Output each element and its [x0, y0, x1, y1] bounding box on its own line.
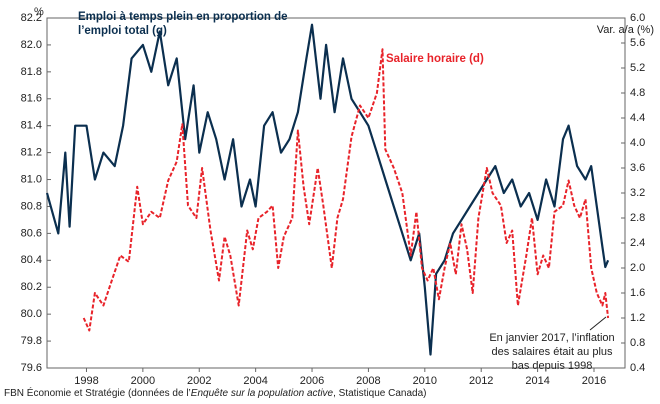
x-tick-label: 2016: [582, 375, 606, 387]
y2-tick-label: 4.0: [630, 137, 645, 149]
x-tick-label: 2000: [131, 375, 155, 387]
y2-tick-label: 0.8: [630, 337, 645, 349]
annotation-line: En janvier 2017, l’inflation: [489, 332, 614, 344]
y2-tick-label: 0.4: [630, 362, 645, 374]
y2-tick-label: 5.2: [630, 62, 645, 74]
y2-tick-label: 5.6: [630, 37, 645, 49]
annotation: En janvier 2017, l’inflation des salaire…: [489, 316, 615, 372]
series-line: [45, 23, 610, 356]
y2-tick-label: 2.0: [630, 262, 645, 274]
annotation-line: bas depuis 1998: [512, 360, 593, 372]
x-tick-label: 2008: [356, 375, 380, 387]
y-tick-label: 79.8: [21, 335, 42, 347]
source: FBN Économie et Stratégie (données de l’…: [4, 388, 427, 399]
y2-axis-label: Var. a/a (%): [597, 24, 654, 36]
y-tick-label: 80.6: [21, 227, 42, 239]
y2-tick-label: 4.4: [630, 112, 645, 124]
x-tick-label: 1998: [74, 375, 98, 387]
y-axis-label: %: [34, 6, 44, 18]
x-tick-label: 2002: [187, 375, 211, 387]
y-tick-label: 81.2: [21, 147, 42, 159]
y2-tick-label: 4.8: [630, 87, 645, 99]
x-tick-label: 2006: [300, 375, 324, 387]
y2-tick-label: 1.6: [630, 287, 645, 299]
y-tick-label: 79.6: [21, 362, 42, 374]
x-tick-label: 2014: [525, 375, 549, 387]
source-text: Enquête sur la population active: [190, 388, 334, 399]
annotation-line: des salaires était au plus: [491, 346, 613, 358]
series-line: [82, 48, 610, 332]
y-tick-label: 81.4: [21, 120, 42, 132]
source-text: , Statistique Canada): [333, 388, 427, 399]
plot-frame: [46, 17, 626, 369]
y2-tick-label: 1.2: [630, 312, 645, 324]
y-tick-label: 80.4: [21, 254, 42, 266]
y-tick-label: 80.8: [21, 200, 42, 212]
y-tick-label: 82.0: [21, 39, 42, 51]
y2-tick-label: 2.4: [630, 237, 645, 249]
y-tick-label: 82.2: [21, 12, 42, 24]
y-tick-label: 81.0: [21, 173, 42, 185]
y2-tick-label: 2.8: [630, 212, 645, 224]
x-tick-label: 2004: [243, 375, 267, 387]
y2-tick-label: 3.6: [630, 162, 645, 174]
y-tick-label: 81.6: [21, 93, 42, 105]
x-tick-label: 2012: [469, 375, 493, 387]
source-text: FBN Économie et Stratégie (données de l’: [4, 388, 191, 399]
legend-label: Salaire horaire (d): [386, 53, 484, 65]
y2-tick-label: 3.2: [630, 187, 645, 199]
y-tick-label: 80.2: [21, 281, 42, 293]
legend-label: Emploi à temps plein en proportion de l’…: [78, 11, 288, 37]
x-tick-label: 2010: [413, 375, 437, 387]
annotation-arrow: [589, 316, 607, 331]
y-tick-label: 80.0: [21, 308, 42, 320]
y2-tick-label: 6.0: [630, 12, 645, 24]
y-tick-label: 81.8: [21, 66, 42, 78]
